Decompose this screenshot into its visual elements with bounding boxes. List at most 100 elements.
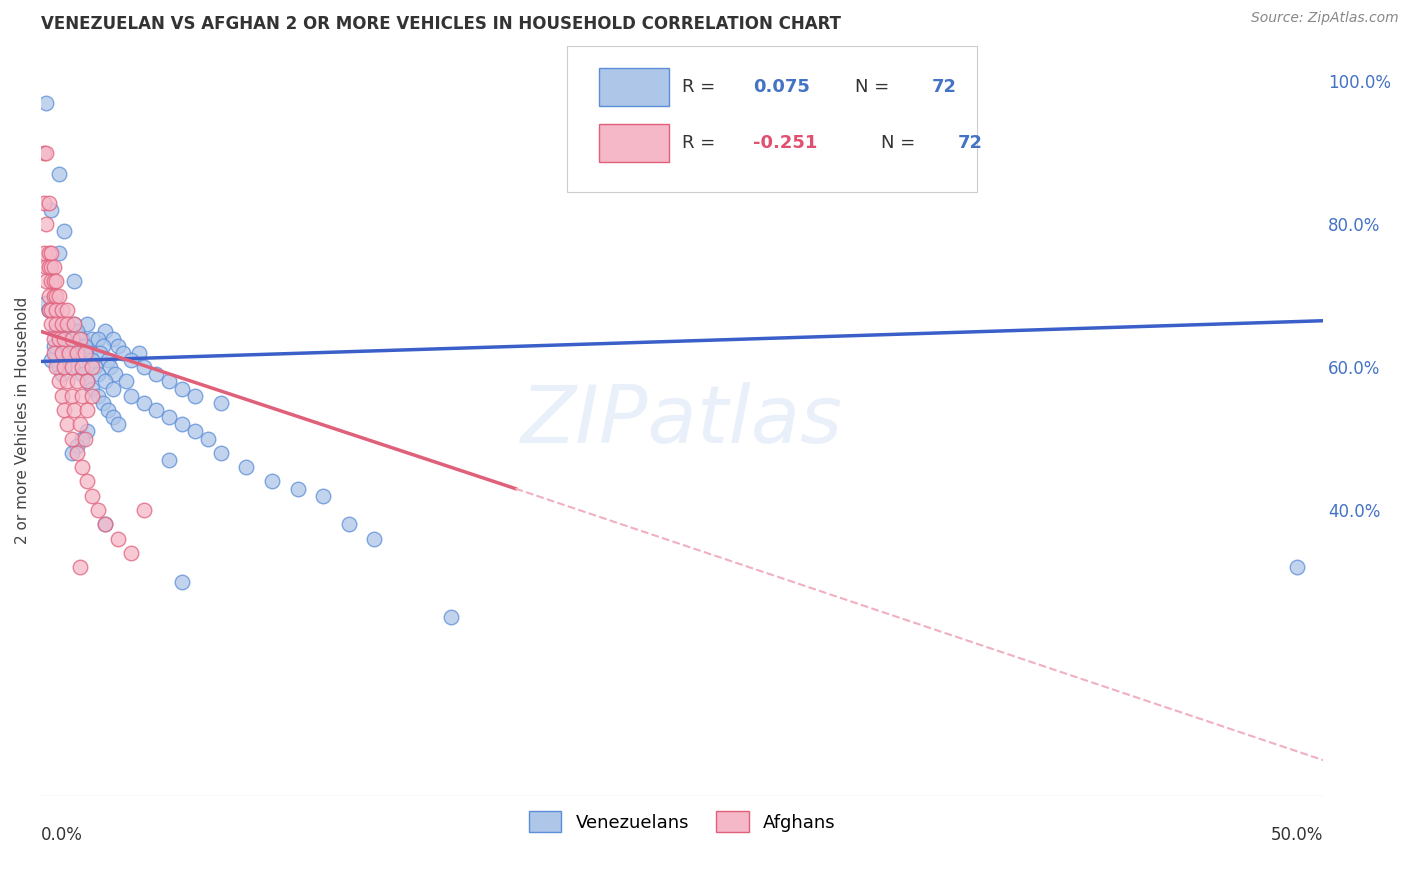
Point bbox=[55, 339, 77, 353]
Point bbox=[82, 389, 104, 403]
Point bbox=[132, 503, 155, 517]
Point bbox=[63, 318, 86, 332]
Point bbox=[337, 517, 360, 532]
Point bbox=[38, 303, 60, 318]
Point bbox=[70, 460, 93, 475]
Point bbox=[86, 368, 108, 382]
Point bbox=[66, 360, 89, 375]
Point bbox=[69, 560, 91, 574]
Point bbox=[107, 339, 129, 353]
Point bbox=[107, 532, 129, 546]
Point bbox=[197, 432, 219, 446]
Point bbox=[184, 389, 207, 403]
Point bbox=[157, 453, 180, 467]
Point bbox=[70, 332, 93, 346]
Point bbox=[172, 382, 194, 396]
Point bbox=[35, 296, 58, 310]
Point bbox=[60, 332, 83, 346]
Point bbox=[41, 275, 63, 289]
Point bbox=[45, 318, 67, 332]
Point bbox=[157, 410, 180, 425]
Text: VENEZUELAN VS AFGHAN 2 OR MORE VEHICLES IN HOUSEHOLD CORRELATION CHART: VENEZUELAN VS AFGHAN 2 OR MORE VEHICLES … bbox=[41, 15, 841, 33]
Point bbox=[60, 346, 83, 360]
Point bbox=[76, 403, 98, 417]
Point bbox=[51, 303, 73, 318]
Point bbox=[38, 195, 60, 210]
Text: -0.251: -0.251 bbox=[752, 134, 817, 153]
Point bbox=[120, 353, 142, 368]
Point bbox=[55, 318, 77, 332]
Point bbox=[86, 332, 108, 346]
Text: R =: R = bbox=[682, 78, 721, 96]
Text: Source: ZipAtlas.com: Source: ZipAtlas.com bbox=[1251, 11, 1399, 25]
Point bbox=[120, 546, 142, 560]
Point bbox=[79, 346, 101, 360]
Point bbox=[42, 332, 65, 346]
Legend: Venezuelans, Afghans: Venezuelans, Afghans bbox=[522, 804, 842, 839]
Point bbox=[209, 446, 232, 460]
Point bbox=[89, 346, 111, 360]
Text: N =: N = bbox=[855, 78, 896, 96]
Point bbox=[55, 303, 77, 318]
Point bbox=[66, 375, 89, 389]
Point bbox=[38, 260, 60, 274]
Point bbox=[70, 368, 93, 382]
Point bbox=[35, 95, 58, 110]
FancyBboxPatch shape bbox=[567, 45, 977, 192]
Point bbox=[58, 346, 80, 360]
Point bbox=[172, 574, 194, 589]
Point bbox=[42, 339, 65, 353]
Point bbox=[41, 303, 63, 318]
Point bbox=[38, 303, 60, 318]
Point bbox=[42, 260, 65, 274]
Point bbox=[66, 439, 89, 453]
Point bbox=[76, 475, 98, 489]
Point bbox=[82, 353, 104, 368]
Point bbox=[35, 275, 58, 289]
Point bbox=[112, 346, 135, 360]
Point bbox=[32, 195, 55, 210]
Point bbox=[38, 289, 60, 303]
Text: 50.0%: 50.0% bbox=[1271, 826, 1323, 844]
Point bbox=[38, 245, 60, 260]
Point bbox=[53, 332, 76, 346]
Point bbox=[53, 403, 76, 417]
Point bbox=[94, 375, 117, 389]
Point bbox=[70, 360, 93, 375]
Point bbox=[55, 417, 77, 432]
Point bbox=[76, 375, 98, 389]
Point bbox=[97, 403, 120, 417]
Point bbox=[60, 446, 83, 460]
Point bbox=[53, 360, 76, 375]
Point bbox=[70, 432, 93, 446]
Point bbox=[66, 446, 89, 460]
Point bbox=[60, 432, 83, 446]
Point bbox=[51, 332, 73, 346]
Point bbox=[209, 396, 232, 410]
Point bbox=[45, 360, 67, 375]
Point bbox=[48, 167, 70, 181]
Text: 0.0%: 0.0% bbox=[41, 826, 83, 844]
Point bbox=[73, 346, 96, 360]
Point bbox=[48, 332, 70, 346]
Point bbox=[51, 368, 73, 382]
Point bbox=[48, 360, 70, 375]
Text: R =: R = bbox=[682, 134, 721, 153]
Point bbox=[94, 517, 117, 532]
Point bbox=[45, 325, 67, 339]
Point bbox=[104, 368, 127, 382]
Text: N =: N = bbox=[880, 134, 921, 153]
Point bbox=[41, 318, 63, 332]
Point bbox=[82, 332, 104, 346]
Point bbox=[51, 318, 73, 332]
Text: 72: 72 bbox=[957, 134, 983, 153]
Point bbox=[91, 339, 114, 353]
Point bbox=[69, 339, 91, 353]
Point bbox=[82, 489, 104, 503]
Point bbox=[287, 482, 309, 496]
Point bbox=[82, 360, 104, 375]
Y-axis label: 2 or more Vehicles in Household: 2 or more Vehicles in Household bbox=[15, 297, 30, 544]
Point bbox=[60, 325, 83, 339]
Point bbox=[114, 375, 136, 389]
Point bbox=[235, 460, 257, 475]
